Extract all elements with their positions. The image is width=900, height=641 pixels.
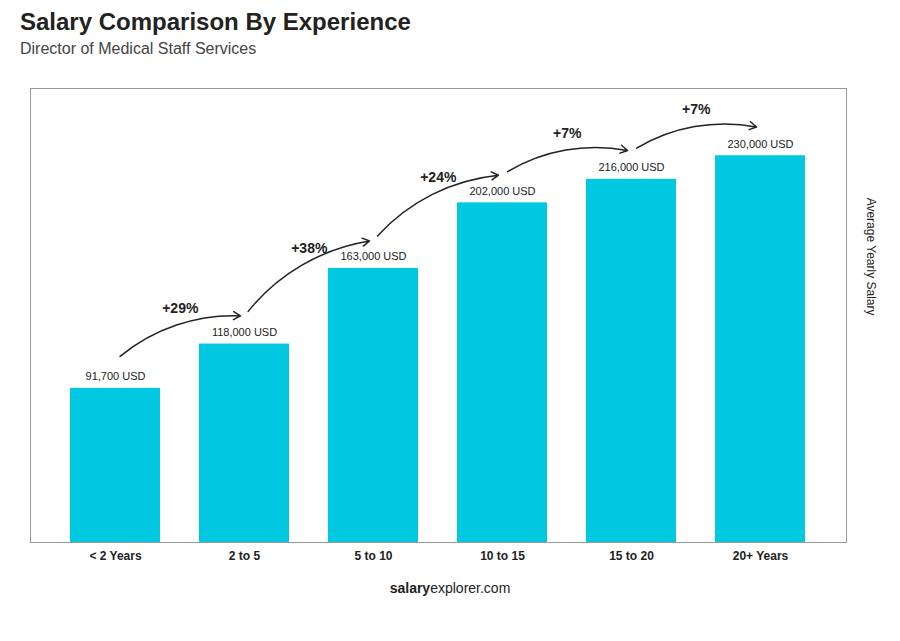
html-text:Salary Comparison By Experienc: Salary Comparison By Experience [20, 8, 411, 35]
svg-text:+7%: +7% [553, 125, 582, 141]
svg-text:5 to 10: 5 to 10 [354, 549, 392, 563]
svg-text:20+ Years: 20+ Years [733, 549, 789, 563]
svg-text:10 to 15: 10 to 15 [480, 549, 525, 563]
svg-text:+38%: +38% [291, 240, 328, 256]
svg-text:Average Yearly Salary: Average Yearly Salary [864, 198, 878, 316]
svg-text:230,000 USD: 230,000 USD [727, 138, 793, 150]
svg-text:+7%: +7% [682, 101, 711, 117]
svg-text:91,700 USD: 91,700 USD [86, 370, 146, 382]
svg-text:< 2 Years: < 2 Years [89, 549, 141, 563]
html-text:salary explorer.com: salary explorer.com [389, 580, 511, 596]
svg-text:+24%: +24% [420, 169, 457, 185]
svg-text:163,000 USD: 163,000 USD [340, 250, 406, 262]
svg-text:202,000 USD: 202,000 USD [469, 185, 535, 197]
html-text:Director of Medical Staff Serv: Director of Medical Staff Services [20, 40, 257, 57]
svg-text:2 to 5: 2 to 5 [229, 549, 261, 563]
svg-text:118,000 USD: 118,000 USD [212, 326, 277, 338]
svg-text:+29%: +29% [162, 300, 199, 316]
svg-text:216,000 USD: 216,000 USD [598, 161, 664, 173]
svg-text:15 to 20: 15 to 20 [609, 549, 654, 563]
